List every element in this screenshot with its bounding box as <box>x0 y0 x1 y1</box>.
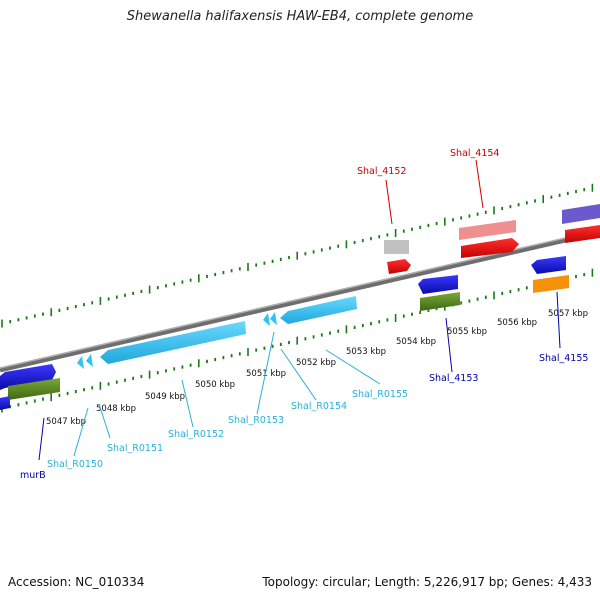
gene-arrow-murB <box>0 364 56 390</box>
gene-label-Shal_R0154[interactable]: Shal_R0154 <box>291 401 347 412</box>
gene-arrow-blue-left2 <box>0 396 10 410</box>
callout-line <box>385 179 393 225</box>
ruler-tick-label: 5055 kbp <box>447 327 487 337</box>
accession-text: Accession: NC_010334 <box>8 575 145 589</box>
callout-line <box>280 348 317 401</box>
gene-features <box>0 204 600 410</box>
gene-small-R0151 <box>86 354 93 367</box>
gene-bar-R0152 <box>100 321 246 364</box>
callout-line <box>38 417 45 461</box>
callout-line <box>181 379 194 428</box>
gene-box-olive <box>420 292 460 311</box>
gene-label-Shal_4153[interactable]: Shal_4153 <box>429 373 478 384</box>
gene-label-Shal_R0152[interactable]: Shal_R0152 <box>168 429 224 440</box>
gene-arrow-Shal_4155 <box>531 256 566 274</box>
gene-box-red-right <box>565 225 600 243</box>
tick-track-lower <box>1 268 594 413</box>
callout-line <box>73 407 89 457</box>
callout-line <box>445 317 453 373</box>
gene-arrow-Shal_4153 <box>418 275 458 294</box>
callout-line <box>325 349 381 385</box>
ruler-tick-label: 5048 kbp <box>96 404 136 414</box>
ruler-tick-label: 5057 kbp <box>548 309 588 319</box>
ruler-tick-label: 5049 kbp <box>145 392 185 402</box>
gene-box-orange <box>533 275 569 293</box>
gene-small-R0153b <box>270 312 277 325</box>
tick-track-upper <box>1 183 594 328</box>
gene-box-pink <box>459 220 516 240</box>
ruler-tick-label: 5056 kbp <box>497 318 537 328</box>
ruler-tick-label: 5053 kbp <box>346 347 386 357</box>
gene-box-olive-left <box>8 378 60 400</box>
gene-label-Shal_4155[interactable]: Shal_4155 <box>539 353 588 364</box>
gene-label-Shal_R0151[interactable]: Shal_R0151 <box>107 443 163 454</box>
gene-box-purple <box>562 204 600 224</box>
gene-label-Shal_R0155[interactable]: Shal_R0155 <box>352 389 408 400</box>
gene-label-Shal_R0153[interactable]: Shal_R0153 <box>228 415 284 426</box>
gene-bar-R0154 <box>280 296 357 324</box>
gene-label-murB[interactable]: murB <box>20 470 46 481</box>
gene-label-Shal_R0150[interactable]: Shal_R0150 <box>47 459 103 470</box>
gene-small-R0150 <box>77 356 84 369</box>
callout-line <box>256 331 275 415</box>
callout-line <box>98 403 111 439</box>
ruler-tick-label: 5051 kbp <box>246 369 286 379</box>
ruler-labels: 5047 kbp 5048 kbp 5049 kbp 5050 kbp 5051 kbp… <box>46 309 588 427</box>
map-title: Shewanella halifaxensis HAW-EB4, complet… <box>126 9 474 24</box>
gene-label-Shal_4152[interactable]: Shal_4152 <box>357 166 406 177</box>
topology-text: Topology: circular; Length: 5,226,917 bp… <box>262 575 592 589</box>
gene-small-R0153a <box>263 313 270 326</box>
ruler-tick-label: 5050 kbp <box>195 380 235 390</box>
gene-box-grey <box>384 240 409 254</box>
callout-line <box>475 159 484 209</box>
ruler-tick-label: 5047 kbp <box>46 417 86 427</box>
gene-arrow-Shal_4154 <box>461 238 519 258</box>
callout-line <box>556 291 561 349</box>
gene-arrow-Shal_4152 <box>387 259 411 274</box>
ruler-tick-label: 5054 kbp <box>396 337 436 347</box>
gene-label-Shal_4154[interactable]: Shal_4154 <box>450 148 499 159</box>
ruler-tick-label: 5052 kbp <box>296 358 336 368</box>
